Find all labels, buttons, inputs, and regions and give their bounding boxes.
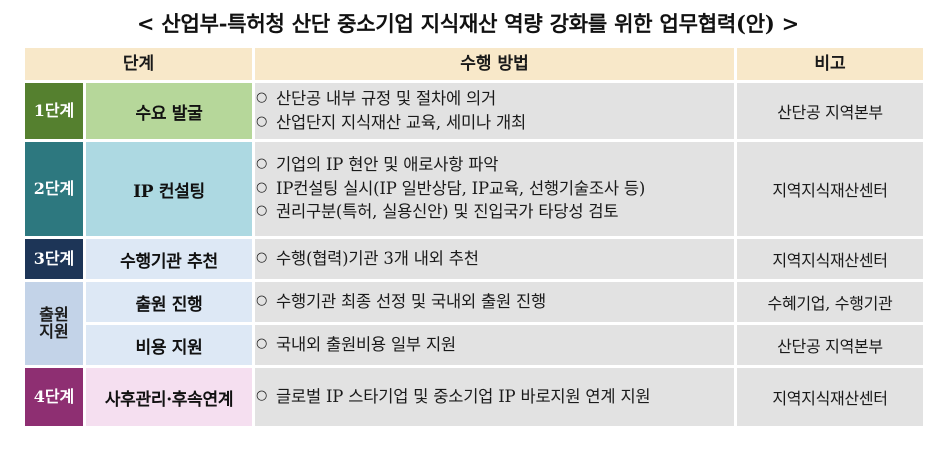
method-text: IP컨설팅 실시(IP 일반상담, IP교육, 선행기술조사 등) [276, 178, 646, 198]
method-text: 수행(협력)기관 3개 내외 추천 [276, 248, 479, 268]
method-text: 수행기관 최종 선정 및 국내외 출원 진행 [276, 291, 546, 311]
note-cell-4: 수혜기업, 수행기관 [737, 282, 923, 322]
bullet-icon: ○ [256, 249, 268, 265]
stage-name-1: 수요 발굴 [86, 83, 252, 139]
stage-badge-line-2: 지원 [39, 321, 69, 341]
method-list-6: ○ 글로벌 IP 스타기업 및 중소기업 IP 바로지원 연계 지원 [255, 386, 734, 409]
stage-name-6: 사후관리·후속연계 [86, 368, 252, 426]
method-cell-2: ○ 기업의 IP 현안 및 애로사항 파악 ○ IP컨설팅 실시(IP 일반상담… [255, 142, 734, 236]
table-row: 비용 지원 ○ 국내외 출원비용 일부 지원 산단공 지역본부 [25, 325, 923, 365]
method-text: 국내외 출원비용 일부 지원 [276, 334, 456, 354]
column-header-stage: 단계 [25, 48, 252, 80]
stage-name-5: 비용 지원 [86, 325, 252, 365]
method-text: 기업의 IP 현안 및 애로사항 파악 [276, 154, 499, 174]
list-item: ○ 권리구분(특허, 실용신안) 및 진입국가 타당성 검토 [255, 201, 734, 224]
table-row: 2단계 IP 컨설팅 ○ 기업의 IP 현안 및 애로사항 파악 ○ IP컨설팅… [25, 142, 923, 236]
cooperation-plan-table: 단계 수행 방법 비고 1단계 수요 발굴 ○ 산단공 내부 규정 및 절차에 … [22, 45, 926, 429]
bullet-icon: ○ [256, 387, 268, 403]
list-item: ○ IP컨설팅 실시(IP 일반상담, IP교육, 선행기술조사 등) [255, 178, 734, 201]
stage-badge-4: 4단계 [25, 368, 83, 426]
bullet-icon: ○ [256, 89, 268, 105]
bullet-icon: ○ [256, 335, 268, 351]
stage-badge-line-1: 출원 [39, 304, 69, 324]
page-title: < 산업부-특허청 산단 중소기업 지식재산 역량 강화를 위한 업무협력(안)… [136, 11, 800, 36]
method-text: 산업단지 지식재산 교육, 세미나 개최 [276, 112, 526, 132]
note-cell-3: 지역지식재산센터 [737, 239, 923, 279]
method-cell-4: ○ 수행기관 최종 선정 및 국내외 출원 진행 [255, 282, 734, 322]
table-row: 4단계 사후관리·후속연계 ○ 글로벌 IP 스타기업 및 중소기업 IP 바로… [25, 368, 923, 426]
stage-name-4: 출원 진행 [86, 282, 252, 322]
list-item: ○ 국내외 출원비용 일부 지원 [255, 334, 734, 357]
note-cell-6: 지역지식재산센터 [737, 368, 923, 426]
method-list-1: ○ 산단공 내부 규정 및 절차에 의거 ○ 산업단지 지식재산 교육, 세미나… [255, 88, 734, 135]
note-cell-2: 지역지식재산센터 [737, 142, 923, 236]
method-cell-3: ○ 수행(협력)기관 3개 내외 추천 [255, 239, 734, 279]
list-item: ○ 글로벌 IP 스타기업 및 중소기업 IP 바로지원 연계 지원 [255, 386, 734, 409]
method-list-3: ○ 수행(협력)기관 3개 내외 추천 [255, 248, 734, 271]
method-cell-6: ○ 글로벌 IP 스타기업 및 중소기업 IP 바로지원 연계 지원 [255, 368, 734, 426]
bullet-icon: ○ [256, 179, 268, 195]
stage-badge-1: 1단계 [25, 83, 83, 139]
stage-badge-2: 2단계 [25, 142, 83, 236]
table-row: 출원 지원 출원 진행 ○ 수행기관 최종 선정 및 국내외 출원 진행 수혜기… [25, 282, 923, 365]
table-row: 3단계 수행기관 추천 ○ 수행(협력)기관 3개 내외 추천 지역지식재산센터 [25, 239, 923, 279]
column-header-note: 비고 [737, 48, 923, 80]
bullet-icon: ○ [256, 155, 268, 171]
column-header-method: 수행 방법 [255, 48, 734, 80]
table-row: 1단계 수요 발굴 ○ 산단공 내부 규정 및 절차에 의거 ○ 산업단지 지식… [25, 83, 923, 139]
stage-name-3: 수행기관 추천 [86, 239, 252, 279]
method-list-2: ○ 기업의 IP 현안 및 애로사항 파악 ○ IP컨설팅 실시(IP 일반상담… [255, 154, 734, 224]
method-list-4: ○ 수행기관 최종 선정 및 국내외 출원 진행 [255, 291, 734, 314]
bullet-icon: ○ [256, 203, 268, 219]
stage-name-2: IP 컨설팅 [86, 142, 252, 236]
list-item: ○ 산단공 내부 규정 및 절차에 의거 [255, 88, 734, 111]
bullet-icon: ○ [256, 113, 268, 129]
method-cell-5: ○ 국내외 출원비용 일부 지원 [255, 325, 734, 365]
stage-badge-3: 3단계 [25, 239, 83, 279]
list-item: ○ 기업의 IP 현안 및 애로사항 파악 [255, 154, 734, 177]
table-header-row: 단계 수행 방법 비고 [25, 48, 923, 80]
note-cell-1: 산단공 지역본부 [737, 83, 923, 139]
method-text: 권리구분(특허, 실용신안) 및 진입국가 타당성 검토 [276, 202, 619, 222]
stage-badge-application-support: 출원 지원 [25, 282, 83, 365]
list-item: ○ 산업단지 지식재산 교육, 세미나 개최 [255, 112, 734, 135]
bullet-icon: ○ [256, 292, 268, 308]
method-cell-1: ○ 산단공 내부 규정 및 절차에 의거 ○ 산업단지 지식재산 교육, 세미나… [255, 83, 734, 139]
list-item: ○ 수행기관 최종 선정 및 국내외 출원 진행 [255, 291, 734, 314]
note-cell-5: 산단공 지역본부 [737, 325, 923, 365]
method-text: 글로벌 IP 스타기업 및 중소기업 IP 바로지원 연계 지원 [276, 386, 651, 406]
method-list-5: ○ 국내외 출원비용 일부 지원 [255, 334, 734, 357]
table-container: 단계 수행 방법 비고 1단계 수요 발굴 ○ 산단공 내부 규정 및 절차에 … [0, 39, 936, 429]
list-item: ○ 수행(협력)기관 3개 내외 추천 [255, 248, 734, 271]
method-text: 산단공 내부 규정 및 절차에 의거 [276, 88, 496, 108]
